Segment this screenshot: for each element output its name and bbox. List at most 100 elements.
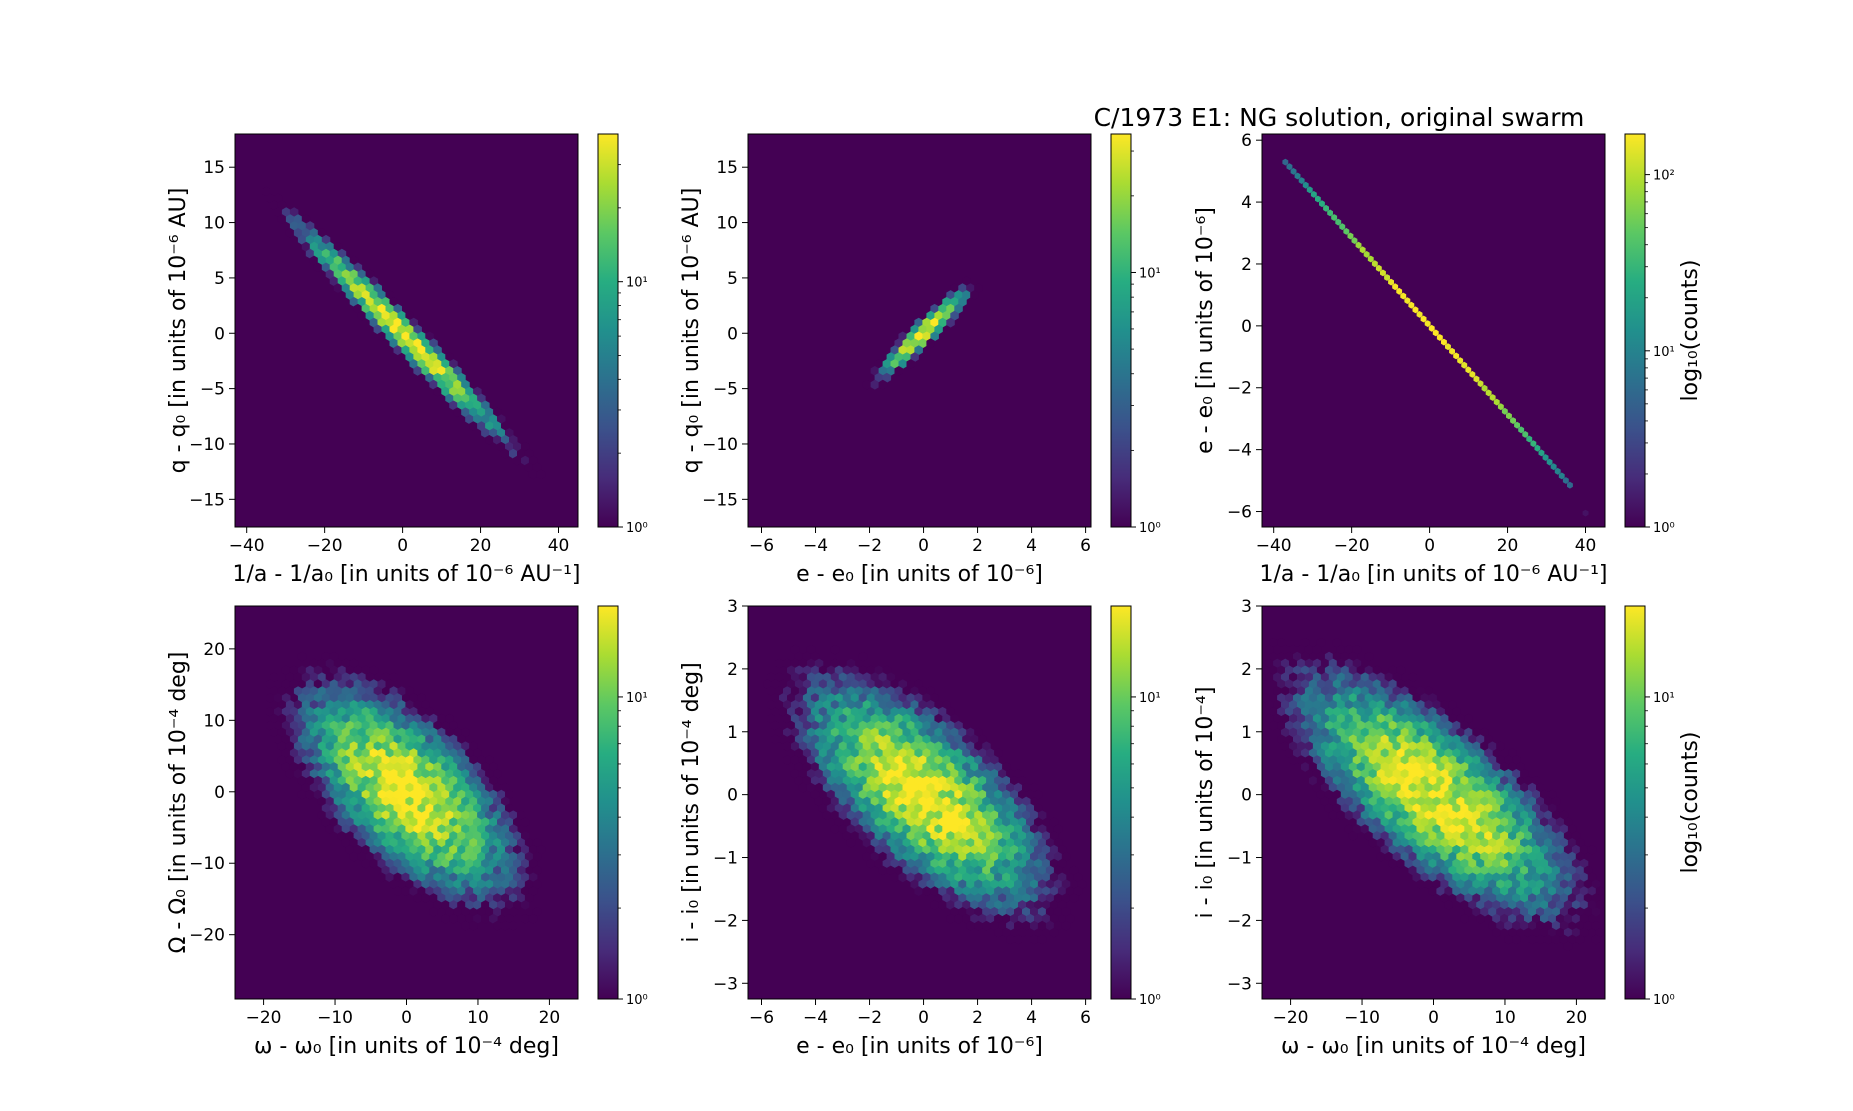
hex-cell [369,858,379,869]
hex-cell [317,255,327,266]
hex-cell [1492,803,1501,814]
hex-cell [854,713,864,724]
hex-cell [906,345,915,356]
y-tick-label: −6 [1227,503,1252,523]
hex-cell [501,782,510,793]
hex-cell [842,803,852,814]
hex-cell [513,886,522,897]
hex-cell [1424,320,1431,327]
hex-cell [986,775,995,786]
hex-cell [1559,920,1569,931]
hex-cell [445,865,454,876]
hex-cell [521,831,530,841]
hex-cell [1518,426,1525,434]
hex-cell [409,706,418,717]
hex-cell [1408,865,1417,876]
hex-cell [293,713,303,724]
hex-cell [1448,851,1457,862]
hex-cell [898,858,907,869]
hex-cell [281,693,291,703]
hex-cell [421,741,430,752]
hex-cell [1520,838,1529,848]
hex-cell [393,331,402,342]
hex-cell [1416,824,1425,834]
hex-cell [1363,251,1370,258]
hex-cell [974,920,983,931]
hex-cell [397,310,406,321]
hex-cell [1504,934,1513,945]
hex-cell [1536,824,1545,834]
hex-cell [794,748,804,759]
hex-cell [794,679,804,690]
hex-cell [1567,824,1577,834]
hex-cell [866,748,876,759]
hex-cell [954,803,963,814]
hex-cell [297,665,307,676]
hex-cell [878,741,888,752]
hex-cell [277,214,287,224]
hex-cell [1448,755,1457,765]
hex-cell [934,810,943,821]
hex-cell [313,262,323,273]
hex-cell [417,762,426,772]
hex-cell [393,720,402,731]
hex-cell [1452,789,1461,800]
hex-cell [1464,796,1473,807]
hex-cell [281,207,291,218]
hex-cell [1057,844,1067,855]
hex-cell [449,775,458,786]
hex-cell [882,734,892,745]
hex-cell [1492,858,1501,869]
hex-cell [826,693,836,703]
hex-cell [1416,782,1425,793]
hex-cell [1408,700,1417,710]
hex-cell [1372,665,1382,676]
hex-cell [1591,879,1601,890]
hex-cell [1524,831,1533,841]
hex-cell [373,851,382,862]
hex-cell [317,769,327,779]
hex-cell [285,228,295,238]
hex-cell [902,741,911,752]
hex-cell [818,706,828,717]
hex-cell [1428,831,1437,841]
hex-cell [397,700,406,710]
hex-cell [1002,831,1011,841]
hex-cell [285,672,295,683]
hex-cell [870,672,880,683]
hex-cell [1328,782,1338,793]
hex-cell [1368,782,1378,793]
hex-cell [473,913,482,924]
hex-cell [325,796,335,807]
hex-cell [297,789,307,800]
hex-cell [361,775,371,786]
hex-cell [325,824,335,834]
hex-cell [1448,865,1457,876]
hex-cell [934,741,943,752]
hex-cell [477,796,486,807]
hex-cell [353,706,363,717]
hex-cell [854,755,864,765]
hex-cell [1404,679,1413,690]
hex-cell [1508,927,1517,938]
hex-cell [409,872,418,883]
hex-cell [914,789,923,800]
y-tick-label: 15 [716,158,738,178]
hex-cell [445,352,454,362]
hex-cell [381,782,390,793]
hex-cell [970,734,979,745]
hex-cell [1396,679,1406,690]
hex-cell [958,796,967,807]
hex-cell [1022,920,1031,931]
hex-cell [1022,879,1031,890]
hex-cell [469,893,478,903]
colorbar-tick-label: 10⁰ [626,521,648,536]
hex-cell [465,775,474,786]
hex-cell [1308,679,1318,690]
x-tick-label: 6 [1080,1008,1091,1028]
hex-cell [930,734,939,745]
hex-cell [1002,913,1011,924]
hex-cell [1022,838,1031,848]
hex-cell [437,879,446,890]
